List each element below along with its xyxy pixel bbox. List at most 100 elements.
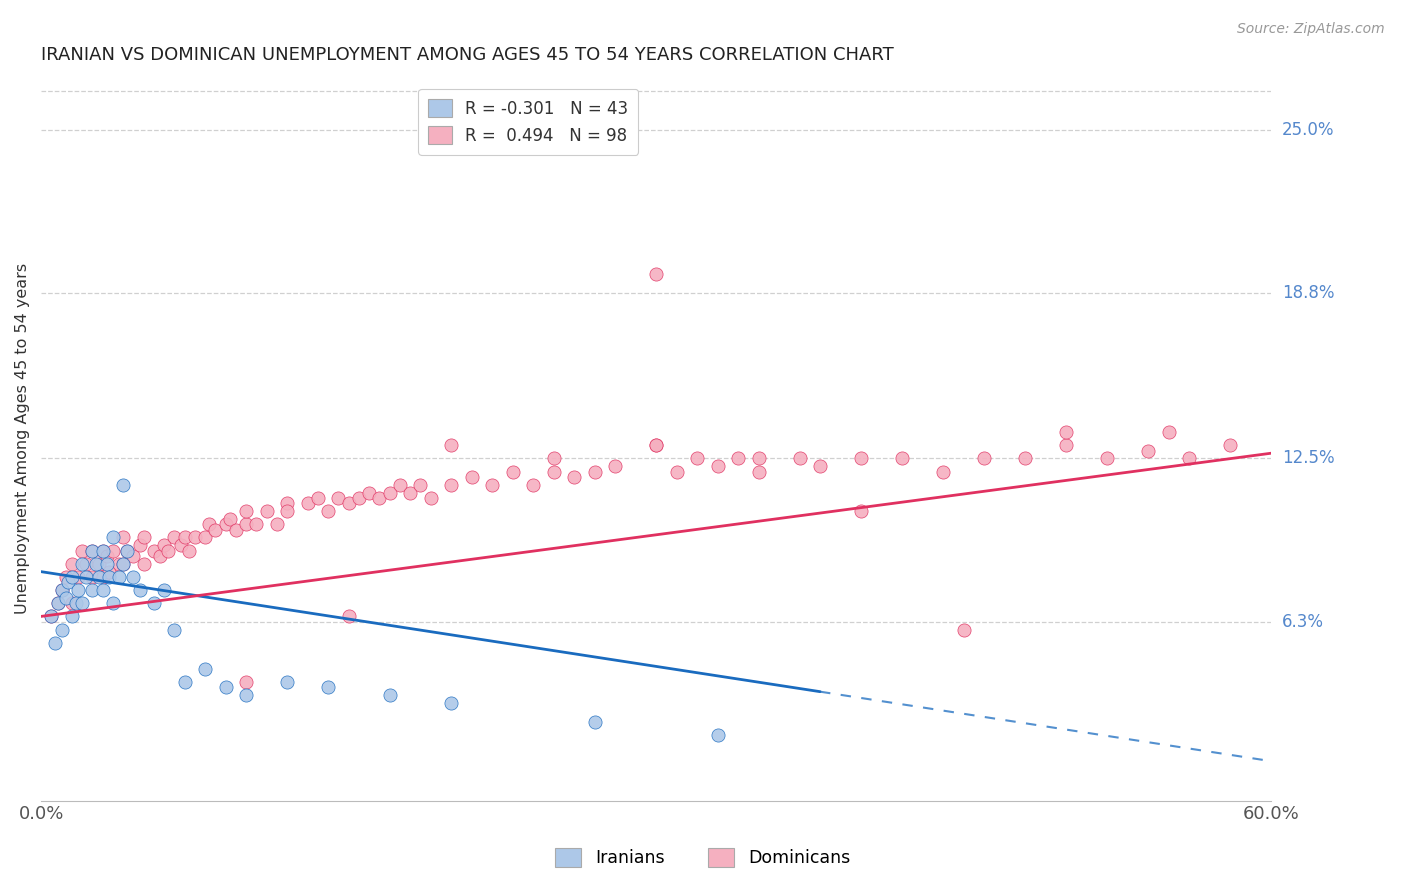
- Point: [41, 609, 63, 624]
- Point: [194, 531, 217, 545]
- Point: [112, 557, 135, 571]
- Point: [665, 465, 688, 479]
- Point: [86, 557, 108, 571]
- Point: [41, 609, 63, 624]
- Point: [75, 557, 97, 571]
- Point: [399, 485, 422, 500]
- Text: 18.8%: 18.8%: [1282, 284, 1334, 301]
- Y-axis label: Unemployment Among Ages 45 to 54 years: Unemployment Among Ages 45 to 54 years: [15, 263, 30, 615]
- Point: [1157, 425, 1180, 439]
- Point: [66, 570, 89, 584]
- Point: [1054, 438, 1077, 452]
- Point: [66, 583, 89, 598]
- Point: [727, 451, 749, 466]
- Point: [112, 478, 135, 492]
- Point: [132, 557, 155, 571]
- Point: [149, 549, 172, 563]
- Point: [128, 583, 150, 598]
- Point: [419, 491, 441, 505]
- Point: [245, 517, 267, 532]
- Point: [347, 491, 370, 505]
- Point: [55, 591, 77, 605]
- Point: [91, 543, 114, 558]
- Point: [266, 517, 288, 532]
- Point: [225, 523, 247, 537]
- Point: [173, 531, 195, 545]
- Point: [108, 570, 131, 584]
- Legend: Iranians, Dominicans: Iranians, Dominicans: [548, 841, 858, 874]
- Point: [1137, 443, 1160, 458]
- Point: [932, 465, 955, 479]
- Point: [1095, 451, 1118, 466]
- Text: 25.0%: 25.0%: [1282, 120, 1334, 138]
- Point: [256, 504, 278, 518]
- Point: [91, 570, 114, 584]
- Point: [891, 451, 914, 466]
- Point: [316, 681, 339, 695]
- Point: [440, 696, 463, 710]
- Point: [101, 596, 124, 610]
- Point: [112, 557, 135, 571]
- Point: [276, 496, 298, 510]
- Point: [235, 675, 257, 690]
- Point: [952, 623, 974, 637]
- Point: [316, 504, 339, 518]
- Point: [368, 491, 391, 505]
- Point: [748, 451, 770, 466]
- Point: [307, 491, 329, 505]
- Point: [60, 557, 83, 571]
- Point: [214, 517, 236, 532]
- Point: [56, 575, 79, 590]
- Point: [163, 623, 186, 637]
- Point: [359, 485, 381, 500]
- Point: [583, 465, 606, 479]
- Text: Source: ZipAtlas.com: Source: ZipAtlas.com: [1237, 22, 1385, 37]
- Point: [87, 557, 110, 571]
- Point: [115, 543, 138, 558]
- Point: [337, 496, 360, 510]
- Text: 6.3%: 6.3%: [1282, 613, 1324, 631]
- Text: IRANIAN VS DOMINICAN UNEMPLOYMENT AMONG AGES 45 TO 54 YEARS CORRELATION CHART: IRANIAN VS DOMINICAN UNEMPLOYMENT AMONG …: [41, 46, 894, 64]
- Text: 12.5%: 12.5%: [1282, 450, 1334, 467]
- Point: [142, 596, 165, 610]
- Point: [378, 485, 401, 500]
- Point: [645, 267, 668, 281]
- Point: [849, 451, 872, 466]
- Point: [122, 549, 145, 563]
- Point: [97, 565, 120, 579]
- Point: [82, 543, 104, 558]
- Point: [706, 728, 728, 742]
- Point: [583, 714, 606, 729]
- Point: [214, 681, 236, 695]
- Point: [1178, 451, 1201, 466]
- Point: [276, 504, 298, 518]
- Point: [198, 517, 221, 532]
- Point: [153, 583, 176, 598]
- Point: [60, 609, 83, 624]
- Point: [157, 543, 180, 558]
- Point: [235, 504, 257, 518]
- Point: [522, 478, 544, 492]
- Point: [101, 543, 124, 558]
- Point: [70, 543, 93, 558]
- Point: [748, 465, 770, 479]
- Point: [101, 531, 124, 545]
- Point: [46, 596, 69, 610]
- Point: [122, 570, 145, 584]
- Point: [849, 504, 872, 518]
- Point: [97, 570, 120, 584]
- Legend: R = -0.301   N = 43, R =  0.494   N = 98: R = -0.301 N = 43, R = 0.494 N = 98: [419, 89, 638, 154]
- Point: [55, 570, 77, 584]
- Point: [51, 583, 73, 598]
- Point: [82, 543, 104, 558]
- Point: [173, 675, 195, 690]
- Point: [378, 689, 401, 703]
- Point: [276, 675, 298, 690]
- Point: [337, 609, 360, 624]
- Point: [440, 438, 463, 452]
- Point: [645, 438, 668, 452]
- Point: [115, 543, 138, 558]
- Point: [460, 470, 482, 484]
- Point: [132, 531, 155, 545]
- Point: [645, 438, 668, 452]
